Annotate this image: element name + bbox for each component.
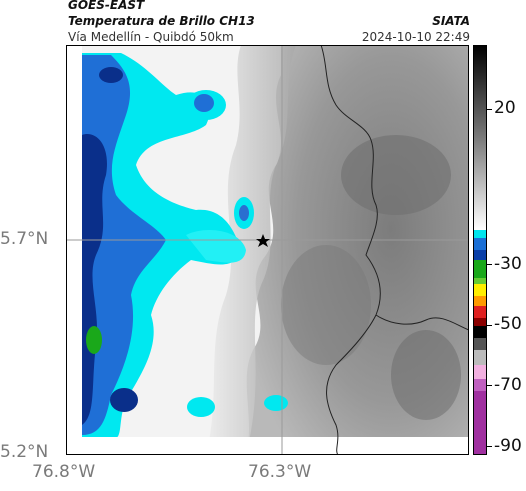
colorbar (473, 45, 487, 455)
route-subtitle: Vía Medellín - Quibdó 50km (68, 30, 234, 44)
colorbar-label: -90 (494, 436, 522, 456)
cloud-blue (194, 94, 214, 112)
colorbar-lightgreen-segment (473, 278, 487, 284)
colorbar-blue-segment (473, 238, 487, 250)
colorbar-black-segment (473, 326, 487, 338)
colorbar-label: -70 (494, 375, 522, 395)
boundary-line (326, 314, 377, 455)
cloud-navy (99, 67, 123, 83)
colorbar-darkred-segment (473, 318, 487, 326)
colorbar-navy-segment (473, 250, 487, 260)
colorbar-lightgray-segment (473, 350, 487, 365)
cloud-cyan (186, 230, 246, 263)
gray-patch (391, 330, 461, 420)
colorbar-tick (487, 446, 492, 447)
cloud-navy (110, 388, 138, 412)
colorbar-tick (487, 264, 492, 265)
map-frame-border (66, 45, 469, 455)
cloud-cyan (264, 395, 288, 411)
colorbar-gray-segment (473, 45, 487, 230)
org-label: SIATA (432, 14, 470, 28)
satellite-map[interactable] (66, 45, 469, 455)
colorbar-label: -30 (494, 254, 522, 274)
lat-tick-label: 5.2°N (0, 442, 49, 462)
colorbar-border (473, 45, 487, 455)
colorbar-cyan-segment (473, 230, 487, 238)
transition-zone (206, 45, 296, 455)
lon-tick-label: 76.3°W (248, 462, 312, 482)
colorbar-tick (487, 109, 492, 110)
cloud-green-core (86, 326, 102, 354)
colorbar-tick (487, 385, 492, 386)
colorbar-yellow-segment (473, 284, 487, 296)
colorbar-tick (487, 325, 492, 326)
colorbar-red-segment (473, 306, 487, 318)
colorbar-pink-segment (473, 365, 487, 379)
cloud-navy (82, 134, 107, 425)
cloud-blue (239, 205, 249, 221)
colorbar-darkgray-segment (473, 338, 487, 350)
cloud-cyan (187, 397, 215, 417)
gray-patch (341, 135, 451, 215)
product-title: Temperatura de Brillo CH13 (68, 14, 255, 28)
colorbar-label: 20 (494, 98, 516, 118)
lon-tick-label: 76.8°W (32, 462, 96, 482)
colorbar-label: -50 (494, 314, 522, 334)
boundary-line (320, 45, 469, 331)
colorbar-purple-segment (473, 391, 487, 455)
satellite-title: GOES-EAST (68, 0, 145, 12)
map-bottom-strip (66, 437, 469, 455)
star-icon[interactable] (256, 234, 270, 247)
map-left-strip (66, 45, 82, 455)
datetime-label: 2024-10-10 22:49 (361, 30, 470, 44)
lat-tick-label: 5.7°N (0, 229, 49, 249)
colorbar-magenta-segment (473, 379, 487, 391)
colorbar-orange-segment (473, 296, 487, 306)
gray-patch (281, 245, 371, 365)
colorbar-green-segment (473, 260, 487, 278)
